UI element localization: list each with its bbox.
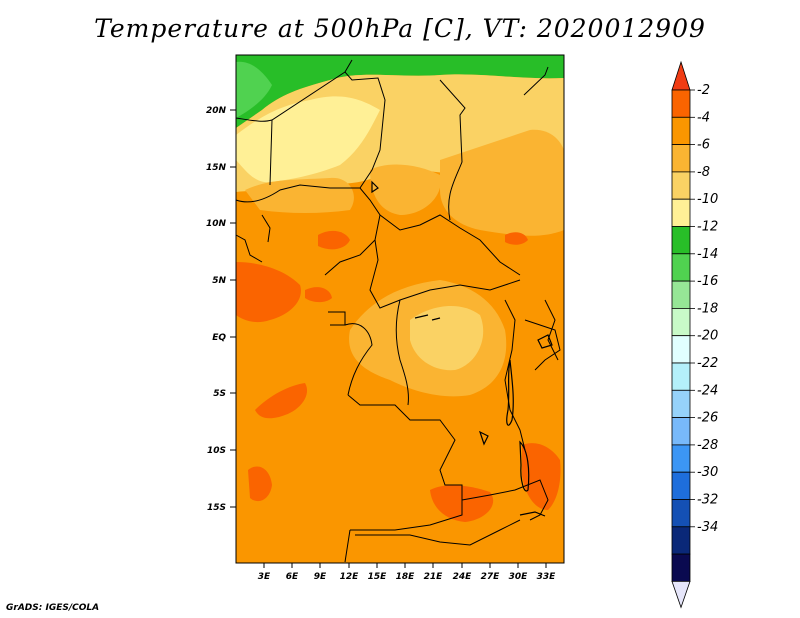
lat-label: 20N [206, 106, 227, 116]
colorbar-label: -22 [697, 356, 718, 371]
colorbar-box [671, 307, 691, 337]
colorbar-box [671, 471, 691, 500]
colorbar-label: -30 [697, 465, 718, 480]
colorbar-box [671, 526, 691, 555]
colorbar-box [671, 144, 691, 173]
map-title: Temperature at 500hPa [C], VT: 202001290… [94, 14, 706, 43]
colorbar-box [671, 362, 691, 391]
colorbar-box [671, 171, 691, 200]
colorbar-label: -6 [697, 138, 710, 153]
colorbar-label: -32 [697, 493, 718, 508]
colorbar-label: -28 [697, 438, 718, 453]
lat-label: 15N [206, 163, 227, 173]
colorbar-label: -10 [697, 192, 718, 207]
lon-label: 12E [340, 572, 360, 582]
lon-label: 33E [537, 572, 557, 582]
colorbar-label: -14 [697, 247, 718, 262]
colorbar-label: -8 [697, 165, 710, 180]
lon-label: 18E [396, 572, 416, 582]
colorbar-box [671, 226, 691, 255]
colorbar-top-arrow [671, 60, 691, 91]
colorbar-box [671, 444, 691, 473]
colorbar-box [671, 89, 691, 118]
colorbar-box [671, 389, 691, 418]
colorbar-boxes [671, 60, 691, 609]
colorbar-box [671, 198, 691, 227]
colorbar-box [671, 553, 691, 582]
lon-label: 9E [314, 572, 327, 582]
lon-label: 6E [286, 572, 299, 582]
lat-label: 5S [213, 389, 226, 399]
map-panel [235, 54, 565, 564]
lon-label: 15E [368, 572, 388, 582]
lon-label: 30E [509, 572, 529, 582]
lon-label: 3E [258, 572, 271, 582]
lat-label: 5N [212, 276, 226, 286]
footer-credit: GrADS: IGES/COLA [6, 603, 100, 613]
lat-label: EQ [212, 333, 226, 343]
lat-label: 10N [206, 219, 227, 229]
colorbar-box [671, 253, 691, 282]
colorbar-labels: -2 -4 -6 -8 -10 -12 -14 -16 -18 -20 -22 -24 -26 -28 -3… [690, 83, 718, 535]
colorbar-box [671, 335, 691, 364]
colorbar-box [671, 116, 691, 146]
colorbar-label: -4 [697, 110, 710, 125]
colorbar-label: -16 [697, 274, 718, 289]
lat-axis: 20N 15N 10N 5N EQ 5S 10S 15S [206, 106, 236, 513]
colorbar: -2 -4 -6 -8 -10 -12 -14 -16 -18 -20 -22 -24 -26 -28 -3… [671, 60, 718, 609]
lon-label: 21E [424, 572, 444, 582]
colorbar-label: -18 [697, 301, 718, 316]
lon-label: 24E [453, 572, 473, 582]
colorbar-box [671, 417, 691, 446]
lat-label: 10S [207, 446, 226, 456]
colorbar-label: -26 [697, 411, 718, 426]
lat-label: 15S [207, 503, 226, 513]
colorbar-label: -2 [697, 83, 710, 98]
lon-label: 27E [481, 572, 501, 582]
colorbar-label: -20 [697, 329, 718, 344]
colorbar-box [671, 280, 691, 309]
colorbar-label: -24 [697, 383, 718, 398]
colorbar-bottom-arrow [671, 581, 691, 609]
colorbar-box [671, 499, 691, 528]
lon-axis: 3E 6E 9E 12E 15E 18E 21E 24E 27E 30E 33E [258, 563, 556, 582]
colorbar-label: -34 [697, 520, 718, 535]
colorbar-label: -12 [697, 220, 718, 235]
